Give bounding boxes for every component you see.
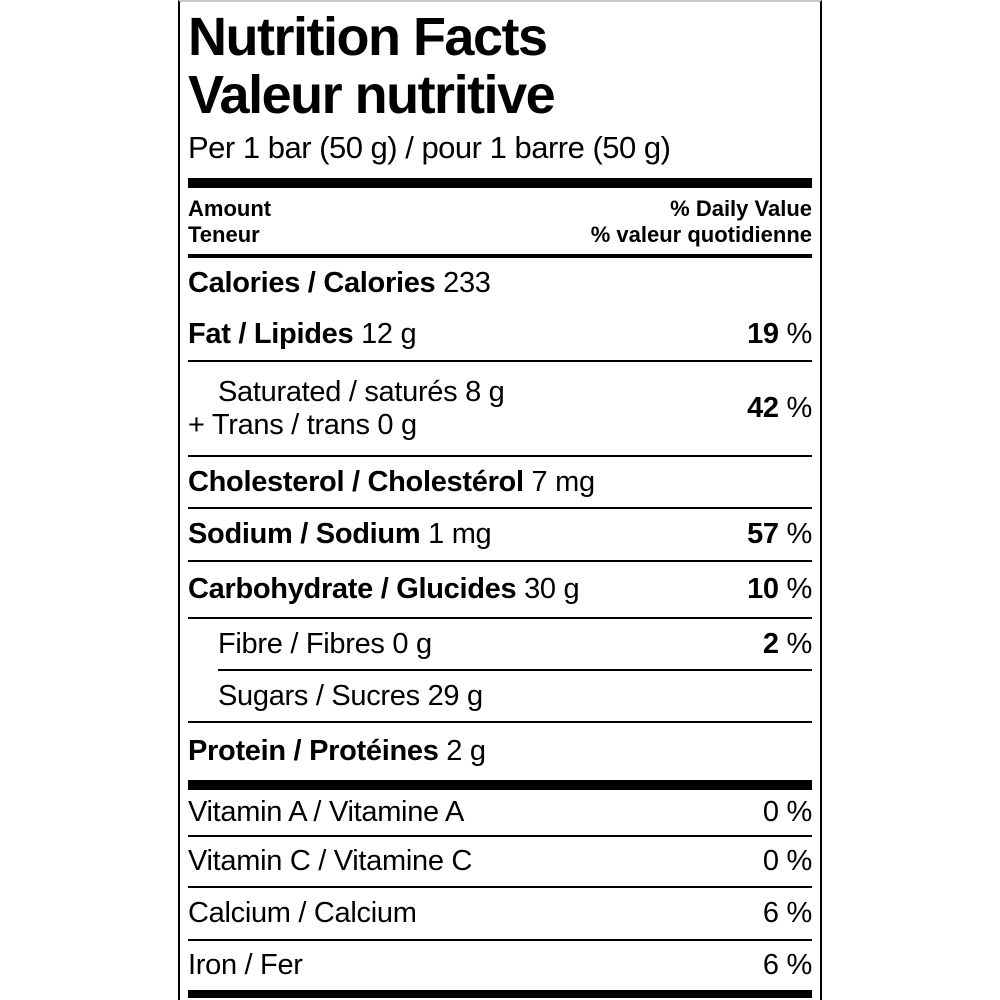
rule <box>188 560 812 562</box>
trans-label: + Trans / trans 0 g <box>188 408 417 441</box>
vitamin-c-label: Vitamin C / Vitamine C <box>188 845 473 877</box>
saturated-daily-value: 42 % <box>747 392 812 424</box>
rule <box>188 939 812 941</box>
fibre-daily-value: 2 % <box>762 627 812 660</box>
row-carbohydrate: Carbohydrate / Glucides 30 g 10 % <box>188 562 812 617</box>
amount-header-en: Amount <box>188 196 272 221</box>
row-vitamin-a: Vitamin A / Vitamine A 0 % <box>188 790 812 835</box>
saturated-trans-label: Saturated / saturés 8 g + Trans / trans … <box>188 376 505 442</box>
calcium-daily-value: 6 % <box>762 897 812 929</box>
daily-value-header-fr: % valeur quotidienne <box>590 222 812 247</box>
row-calcium: Calcium / Calcium 6 % <box>188 888 812 939</box>
daily-value-header-en: % Daily Value <box>670 196 812 221</box>
thick-rule-top <box>188 178 812 188</box>
thick-rule-micronutrients <box>188 780 812 790</box>
iron-label: Iron / Fer <box>188 949 303 981</box>
vitamin-a-label: Vitamin A / Vitamine A <box>188 796 465 828</box>
row-vitamin-c: Vitamin C / Vitamine C 0 % <box>188 837 812 886</box>
row-saturated-trans: Saturated / saturés 8 g + Trans / trans … <box>188 362 812 455</box>
fibre-label: Fibre / Fibres 0 g <box>218 627 432 660</box>
rule <box>188 886 812 888</box>
row-cholesterol: Cholesterol / Cholestérol 7 mg <box>188 457 812 507</box>
rule-indented <box>218 669 812 671</box>
cholesterol-label: Cholesterol / Cholestérol 7 mg <box>188 465 595 498</box>
saturated-label: Saturated / saturés 8 g <box>218 375 505 408</box>
amount-header-fr: Teneur <box>188 222 260 247</box>
rule <box>188 507 812 509</box>
carbohydrate-label: Carbohydrate / Glucides 30 g <box>188 573 580 605</box>
fat-daily-value: 19 % <box>747 317 812 350</box>
amount-header: Amount Teneur <box>188 196 271 248</box>
sugars-label: Sugars / Sucres 29 g <box>218 679 483 712</box>
calcium-label: Calcium / Calcium <box>188 897 417 929</box>
rule <box>188 835 812 837</box>
rule <box>188 360 812 362</box>
calories-label: Calories / Calories 233 <box>188 266 491 299</box>
rule <box>188 617 812 619</box>
row-sugars: Sugars / Sucres 29 g <box>188 671 812 721</box>
title-english: Nutrition Facts <box>188 7 548 67</box>
iron-daily-value: 6 % <box>762 949 812 981</box>
row-fibre: Fibre / Fibres 0 g 2 % <box>188 619 812 669</box>
daily-value-header: % Daily Value % valeur quotidienne <box>591 196 812 248</box>
vitamin-c-daily-value: 0 % <box>762 845 812 877</box>
rule <box>188 455 812 457</box>
fat-label: Fat / Lipides 12 g <box>188 317 417 350</box>
row-protein: Protein / Protéines 2 g <box>188 723 812 780</box>
serving-size: Per 1 bar (50 g) / pour 1 barre (50 g) <box>188 130 671 165</box>
row-sodium: Sodium / Sodium 1 mg 57 % <box>188 509 812 560</box>
vitamin-a-daily-value: 0 % <box>762 796 812 828</box>
thick-rule-bottom <box>188 990 812 998</box>
row-fat: Fat / Lipides 12 g 19 % <box>188 308 812 360</box>
label-titles: Nutrition Facts Valeur nutritive <box>188 2 812 124</box>
column-header: Amount Teneur % Daily Value % valeur quo… <box>188 188 812 254</box>
sodium-label: Sodium / Sodium 1 mg <box>188 518 492 550</box>
nutrition-facts-label: Nutrition Facts Valeur nutritive Per 1 b… <box>178 0 822 1000</box>
row-calories: Calories / Calories 233 <box>188 258 812 308</box>
carbohydrate-daily-value: 10 % <box>747 573 812 605</box>
rule <box>188 721 812 723</box>
thin-rule-header <box>188 254 812 258</box>
row-iron: Iron / Fer 6 % <box>188 941 812 990</box>
title-french: Valeur nutritive <box>188 65 556 125</box>
protein-label: Protein / Protéines 2 g <box>188 735 486 767</box>
sodium-daily-value: 57 % <box>747 518 812 550</box>
